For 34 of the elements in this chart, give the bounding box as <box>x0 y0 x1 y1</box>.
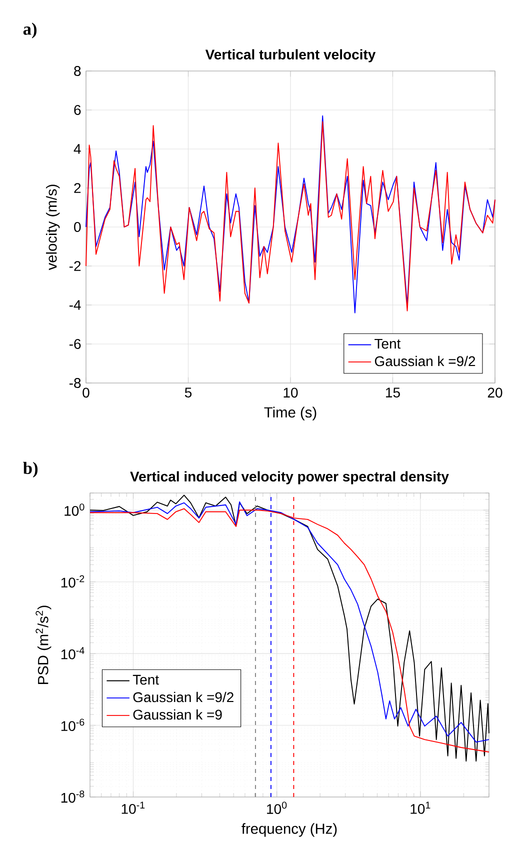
x-tick-label: 10 <box>284 388 298 398</box>
y-tick-label: 10$^{-2}$ <box>61 575 84 588</box>
x-tick-label: 10$^{0}$ <box>266 802 287 814</box>
text: a) <box>23 22 36 38</box>
legend-label: Tent <box>374 338 400 349</box>
chart-title: Vertical turbulent velocity <box>205 49 376 62</box>
y-tick-label: -4 <box>69 300 81 310</box>
x-tick-label: 20 <box>488 388 502 398</box>
y-tick-label: 8 <box>74 66 81 76</box>
legend-label: Gaussian k =9 <box>133 709 222 720</box>
y-tick-label: 4 <box>74 144 81 154</box>
y-tick-label: -2 <box>69 261 80 271</box>
legend-label: Tent <box>132 674 159 685</box>
y-tick-label: 0 <box>74 222 81 232</box>
x-tick-label: 10$^{1}$ <box>410 802 430 814</box>
y-tick-label: -6 <box>69 339 81 349</box>
legend-label: Gaussian k =9/2 <box>374 356 475 366</box>
y-tick-label: 10$^{-8}$ <box>61 790 84 803</box>
y-axis-title: velocity (m/s) <box>46 184 60 270</box>
x-axis-title: frequency (Hz) <box>242 823 337 837</box>
y-tick-label: -8 <box>69 378 81 388</box>
y-axis-title: PSD (m$^{2}$/s$^{2}$) <box>36 606 52 684</box>
y-tick-label: 6 <box>74 105 81 115</box>
legend-label: Gaussian k =9/2 <box>133 692 234 702</box>
x-tick-label: 10$^{-1}$ <box>122 802 144 814</box>
x-tick-label: 15 <box>386 388 400 398</box>
x-tick-label: 5 <box>184 388 192 398</box>
y-tick-label: 2 <box>74 183 80 193</box>
text: b) <box>23 462 38 478</box>
y-tick-label: 10$^{-4}$ <box>61 647 84 660</box>
chart-title: Vertical induced velocity power spectral density <box>130 471 449 484</box>
y-tick-label: 10$^{0}$ <box>64 504 84 516</box>
y-tick-label: 10$^{-6}$ <box>61 718 84 732</box>
x-axis-title: Time (s) <box>264 406 316 420</box>
